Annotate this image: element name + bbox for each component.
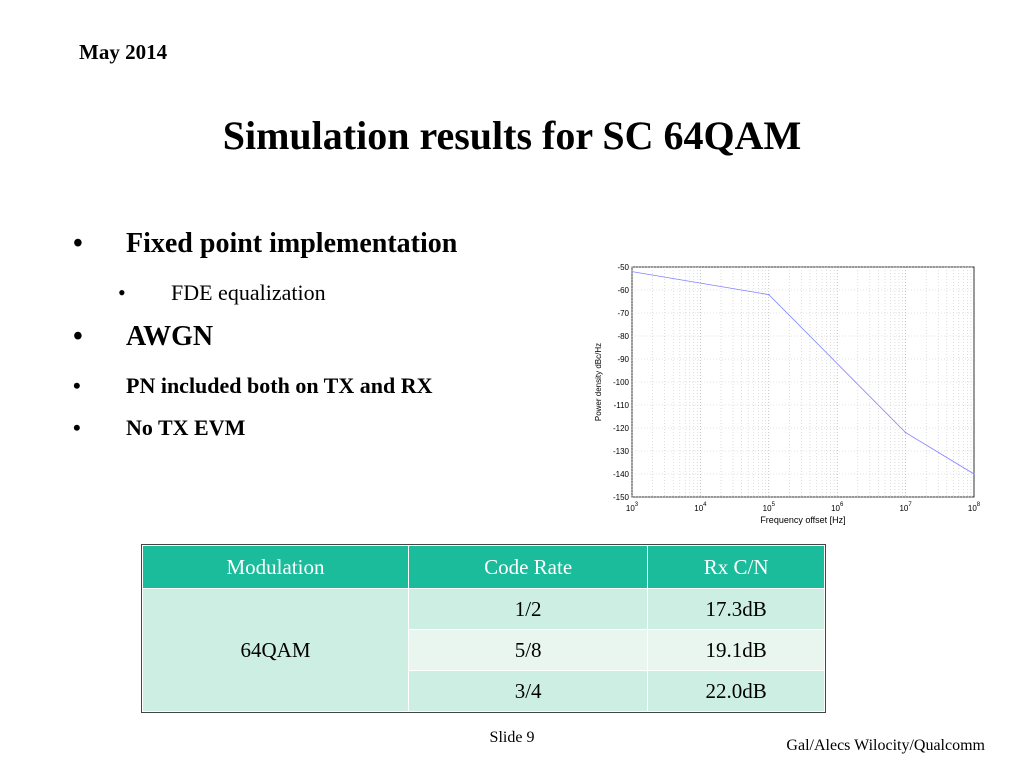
table-row: 64QAM 1/2 17.3dB — [142, 588, 825, 712]
data-point — [768, 293, 770, 296]
y-tick-label: -150 — [613, 493, 630, 502]
data-point — [973, 473, 975, 475]
x-axis-label: Frequency offset [Hz] — [760, 515, 845, 525]
data-point — [904, 431, 907, 434]
series-line — [631, 271, 975, 475]
y-tick-label: -50 — [617, 263, 629, 272]
table-cell: 3/4 — [407, 670, 649, 712]
bullet-text: AWGN — [126, 321, 214, 352]
data-point — [631, 270, 633, 273]
y-tick-label: -100 — [613, 378, 630, 387]
x-tick-label: 108 — [968, 502, 981, 513]
y-tick-label: -110 — [614, 401, 630, 410]
y-tick-label: -60 — [617, 286, 629, 295]
y-tick-label: -70 — [617, 309, 629, 318]
bullet-dot: • — [73, 373, 81, 398]
table-header-row: Modulation Code Rate Rx C/N — [142, 545, 825, 589]
bullet-dot: • — [73, 415, 81, 440]
results-table: Modulation Code Rate Rx C/N 64QAM 1/2 17… — [141, 544, 826, 713]
x-tick-label: 104 — [694, 502, 707, 513]
y-tick-label: -130 — [613, 447, 630, 456]
bullet-text: No TX EVM — [126, 415, 246, 440]
y-tick-label: -80 — [617, 332, 629, 341]
bullet-dot: • — [73, 228, 83, 259]
table-cell: 5/8 — [407, 629, 649, 671]
bullet-dot: • — [73, 321, 83, 352]
column-header: Code Rate — [407, 545, 649, 589]
footer-author: Gal/Alecs Wilocity/Qualcomm — [786, 737, 985, 754]
column-header: Modulation — [142, 545, 409, 589]
bullet-text: Fixed point implementation — [126, 228, 458, 259]
phase-noise-chart: -50-60-70-80-90-100-110-120-130-140-1501… — [594, 263, 981, 525]
table-cell: 22.0dB — [647, 670, 825, 712]
x-tick-label: 103 — [626, 502, 639, 513]
bullet-text: FDE equalization — [171, 280, 326, 305]
x-tick-label: 107 — [899, 502, 912, 513]
y-tick-label: -140 — [613, 470, 630, 479]
bullet-text: PN included both on TX and RX — [126, 373, 433, 398]
table-row: 5/8 19.1dB — [143, 629, 825, 671]
table-cell: 19.1dB — [647, 629, 825, 671]
y-tick-label: -120 — [613, 424, 630, 433]
slide-number: Slide 9 — [489, 729, 535, 746]
bullet-dot: • — [118, 280, 126, 305]
y-tick-label: -90 — [617, 355, 629, 364]
x-tick-label: 106 — [831, 502, 844, 513]
column-header: Rx C/N — [647, 545, 825, 589]
table-row: 3/4 22.0dB — [143, 670, 825, 712]
table-cell-modulation: 64QAM — [142, 588, 409, 712]
y-axis-label: Power density dBc/Hz — [594, 343, 603, 421]
date-label: May 2014 — [79, 40, 168, 64]
slide-title: Simulation results for SC 64QAM — [222, 113, 802, 158]
table-cell: 1/2 — [407, 588, 649, 630]
table-cell: 17.3dB — [647, 588, 825, 630]
x-tick-label: 105 — [763, 502, 776, 513]
